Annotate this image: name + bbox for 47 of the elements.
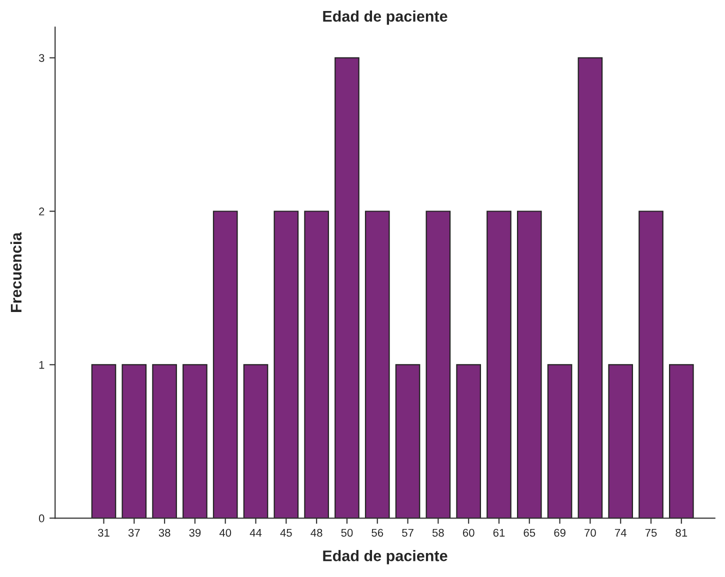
bar <box>334 57 360 518</box>
x-tick-label: 48 <box>310 528 322 537</box>
x-tick-label: 70 <box>584 528 596 537</box>
x-tick-label: 44 <box>250 528 262 537</box>
bar <box>122 364 147 518</box>
x-tick-label: 31 <box>98 528 110 537</box>
x-tick-label: 50 <box>341 528 353 537</box>
bar <box>364 210 390 518</box>
x-tick-label: 45 <box>280 528 292 537</box>
x-tick-label: 61 <box>493 528 505 537</box>
x-tick-label: 75 <box>645 528 657 537</box>
x-axis-title: Edad de paciente <box>323 550 448 564</box>
y-tick-label: 0 <box>38 514 44 522</box>
bar <box>608 364 634 518</box>
bar <box>304 210 329 518</box>
bar <box>426 210 451 518</box>
x-tick-label: 60 <box>462 528 474 537</box>
x-tick-label: 37 <box>128 528 140 537</box>
x-tick-label: 39 <box>189 528 201 537</box>
x-tick-label: 57 <box>402 528 414 537</box>
y-tick-label: 1 <box>39 361 44 369</box>
bar <box>486 210 512 518</box>
x-tick-label: 58 <box>432 528 444 537</box>
bar <box>91 364 116 518</box>
x-tick-label: 65 <box>524 528 536 537</box>
bar <box>456 364 481 518</box>
bar <box>152 364 177 518</box>
bar <box>638 210 664 518</box>
bar <box>516 210 542 518</box>
bar <box>212 210 238 518</box>
bar <box>243 364 268 518</box>
bar <box>578 57 603 518</box>
bar <box>668 364 694 518</box>
bar <box>274 210 299 518</box>
chart-title: Edad de paciente <box>323 10 448 25</box>
x-tick-label: 38 <box>158 528 170 537</box>
y-tick-label: 3 <box>38 54 44 62</box>
x-tick-label: 81 <box>676 528 688 537</box>
x-tick-label: 69 <box>554 528 566 537</box>
x-tick-label: 56 <box>372 528 384 537</box>
bar <box>395 364 420 518</box>
bar <box>547 364 572 518</box>
y-axis-title: Frecuencia <box>10 232 22 312</box>
bar <box>182 364 208 518</box>
x-tick-label: 74 <box>614 528 626 537</box>
y-tick-label: 2 <box>39 208 44 216</box>
x-tick-label: 40 <box>219 528 232 537</box>
